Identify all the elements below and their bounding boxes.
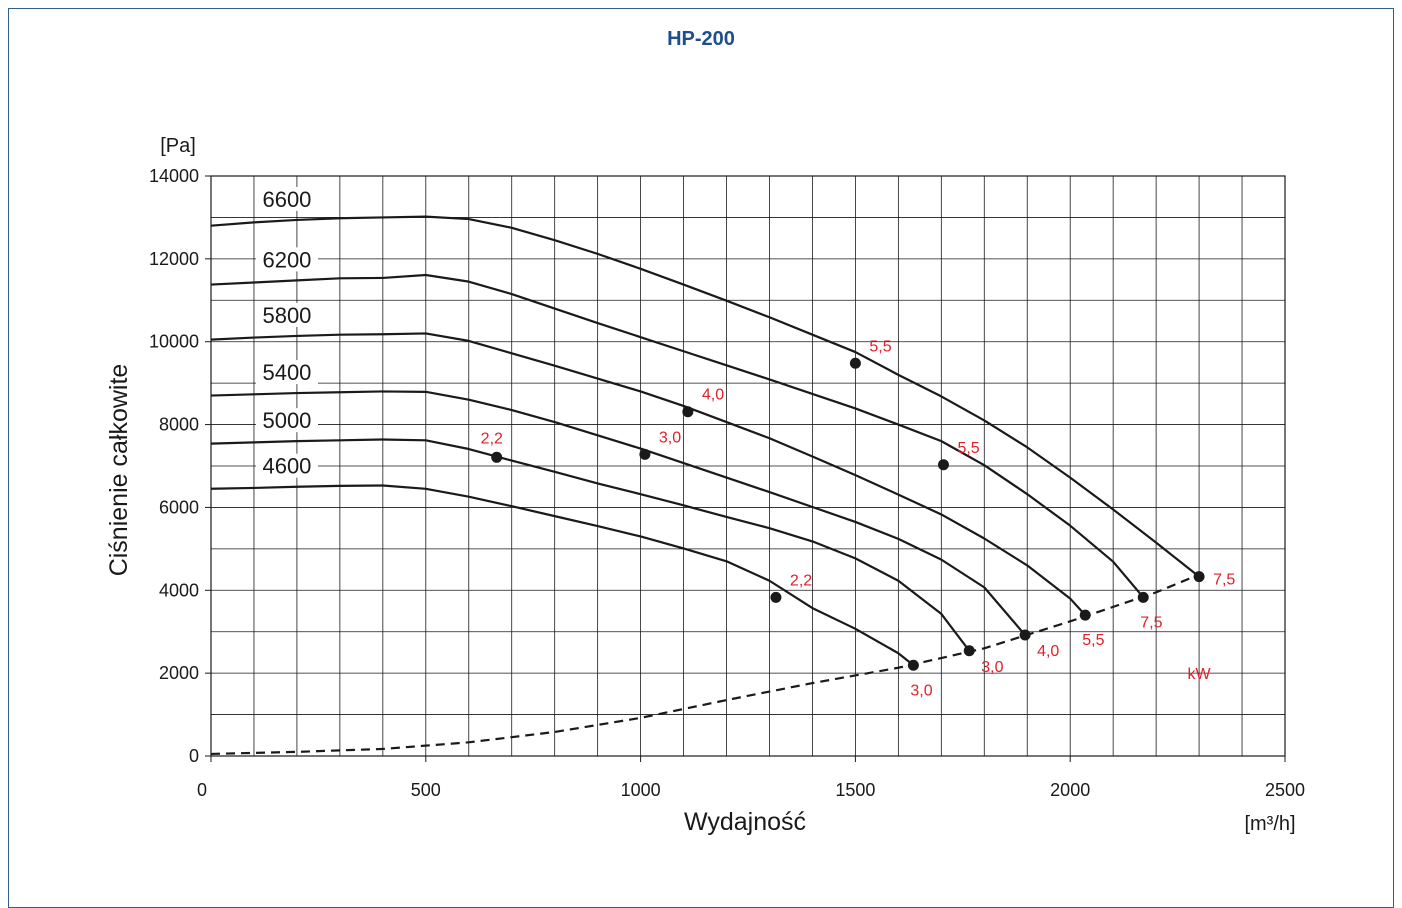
x-tick-label: 1500: [835, 780, 875, 800]
power-label: 5,5: [1082, 632, 1104, 649]
power-point: [907, 659, 919, 671]
y-tick-label: 12000: [149, 249, 199, 269]
power-point: [1193, 571, 1205, 583]
fan-curve-6200: [210, 273, 1145, 599]
axes: 0 500 1000 1500 2000 2500 0 2000 4000 6000 8000 100…: [149, 166, 1305, 800]
system-curve: [210, 573, 1200, 756]
power-unit-label: kW: [1187, 666, 1211, 683]
speed-label-bg: [255, 408, 318, 433]
power-points: 5,5 5,5 4,0 3,0 2,2 2,2 7,5 7,5 5,5 4,0 3,0 3,0: [481, 338, 1236, 699]
chart-title: HP-200: [667, 28, 735, 50]
speed-label: 5400: [262, 360, 311, 385]
y-tick-label: 10000: [149, 332, 199, 352]
x-tick-label: 2000: [1050, 780, 1090, 800]
y-tick-label: 2000: [159, 663, 199, 683]
speed-label: 6600: [262, 187, 311, 212]
x-unit: [m³/h]: [1244, 813, 1295, 835]
x-tick-label: 0: [197, 780, 207, 800]
fan-curves: 6600 6200 5800 5400 5000 4600: [210, 186, 1200, 756]
speed-label: 6200: [262, 247, 311, 272]
power-point: [682, 406, 694, 418]
fan-curve-5000: [210, 438, 971, 652]
power-point: [849, 357, 861, 369]
speed-label-bg: [255, 186, 318, 211]
x-axis-label: Wydajność: [684, 808, 806, 836]
speed-label: 5000: [262, 408, 311, 433]
power-point: [639, 448, 651, 460]
power-point: [770, 591, 782, 603]
speed-label-bg: [255, 360, 318, 385]
speed-label-bg: [255, 302, 318, 327]
power-point: [1019, 629, 1031, 641]
power-label: 7,5: [1140, 614, 1162, 631]
power-label: 2,2: [481, 430, 503, 447]
y-unit: [Pa]: [160, 135, 196, 157]
power-point: [963, 645, 975, 657]
power-label: 3,0: [981, 659, 1003, 676]
power-label: 4,0: [702, 387, 724, 404]
power-label: 5,5: [869, 338, 891, 355]
speed-label-bg: [255, 247, 318, 272]
power-label: 3,0: [910, 682, 932, 699]
power-point: [1137, 591, 1149, 603]
power-point: [937, 459, 949, 471]
x-tick-label: 1000: [621, 780, 661, 800]
plot-border: [210, 175, 1286, 757]
fan-curve-6600: [210, 215, 1200, 578]
y-axis-label: Ciśnienie całkowite: [105, 364, 133, 577]
power-label: 3,0: [659, 429, 681, 446]
fan-curve-5400: [210, 390, 1026, 636]
x-tick-label: 500: [411, 780, 441, 800]
y-tick-label: 14000: [149, 166, 199, 186]
y-tick-label: 4000: [159, 580, 199, 600]
y-tick-label: 6000: [159, 497, 199, 517]
power-label: 2,2: [790, 572, 812, 589]
fan-curve-5800: [210, 332, 1087, 616]
speed-label: 5800: [262, 303, 311, 328]
x-tick-label: 2500: [1265, 780, 1305, 800]
power-point: [1079, 609, 1091, 621]
power-label: 7,5: [1213, 572, 1235, 589]
y-tick-label: 8000: [159, 415, 199, 435]
power-label: 5,5: [957, 440, 979, 457]
speed-label-bg: [255, 453, 318, 478]
power-label: 4,0: [1037, 643, 1059, 660]
power-point: [491, 451, 503, 463]
fan-curve-4600: [210, 484, 915, 667]
grid: [210, 175, 1286, 757]
speed-label: 4600: [262, 454, 311, 479]
y-tick-label: 0: [189, 746, 199, 766]
